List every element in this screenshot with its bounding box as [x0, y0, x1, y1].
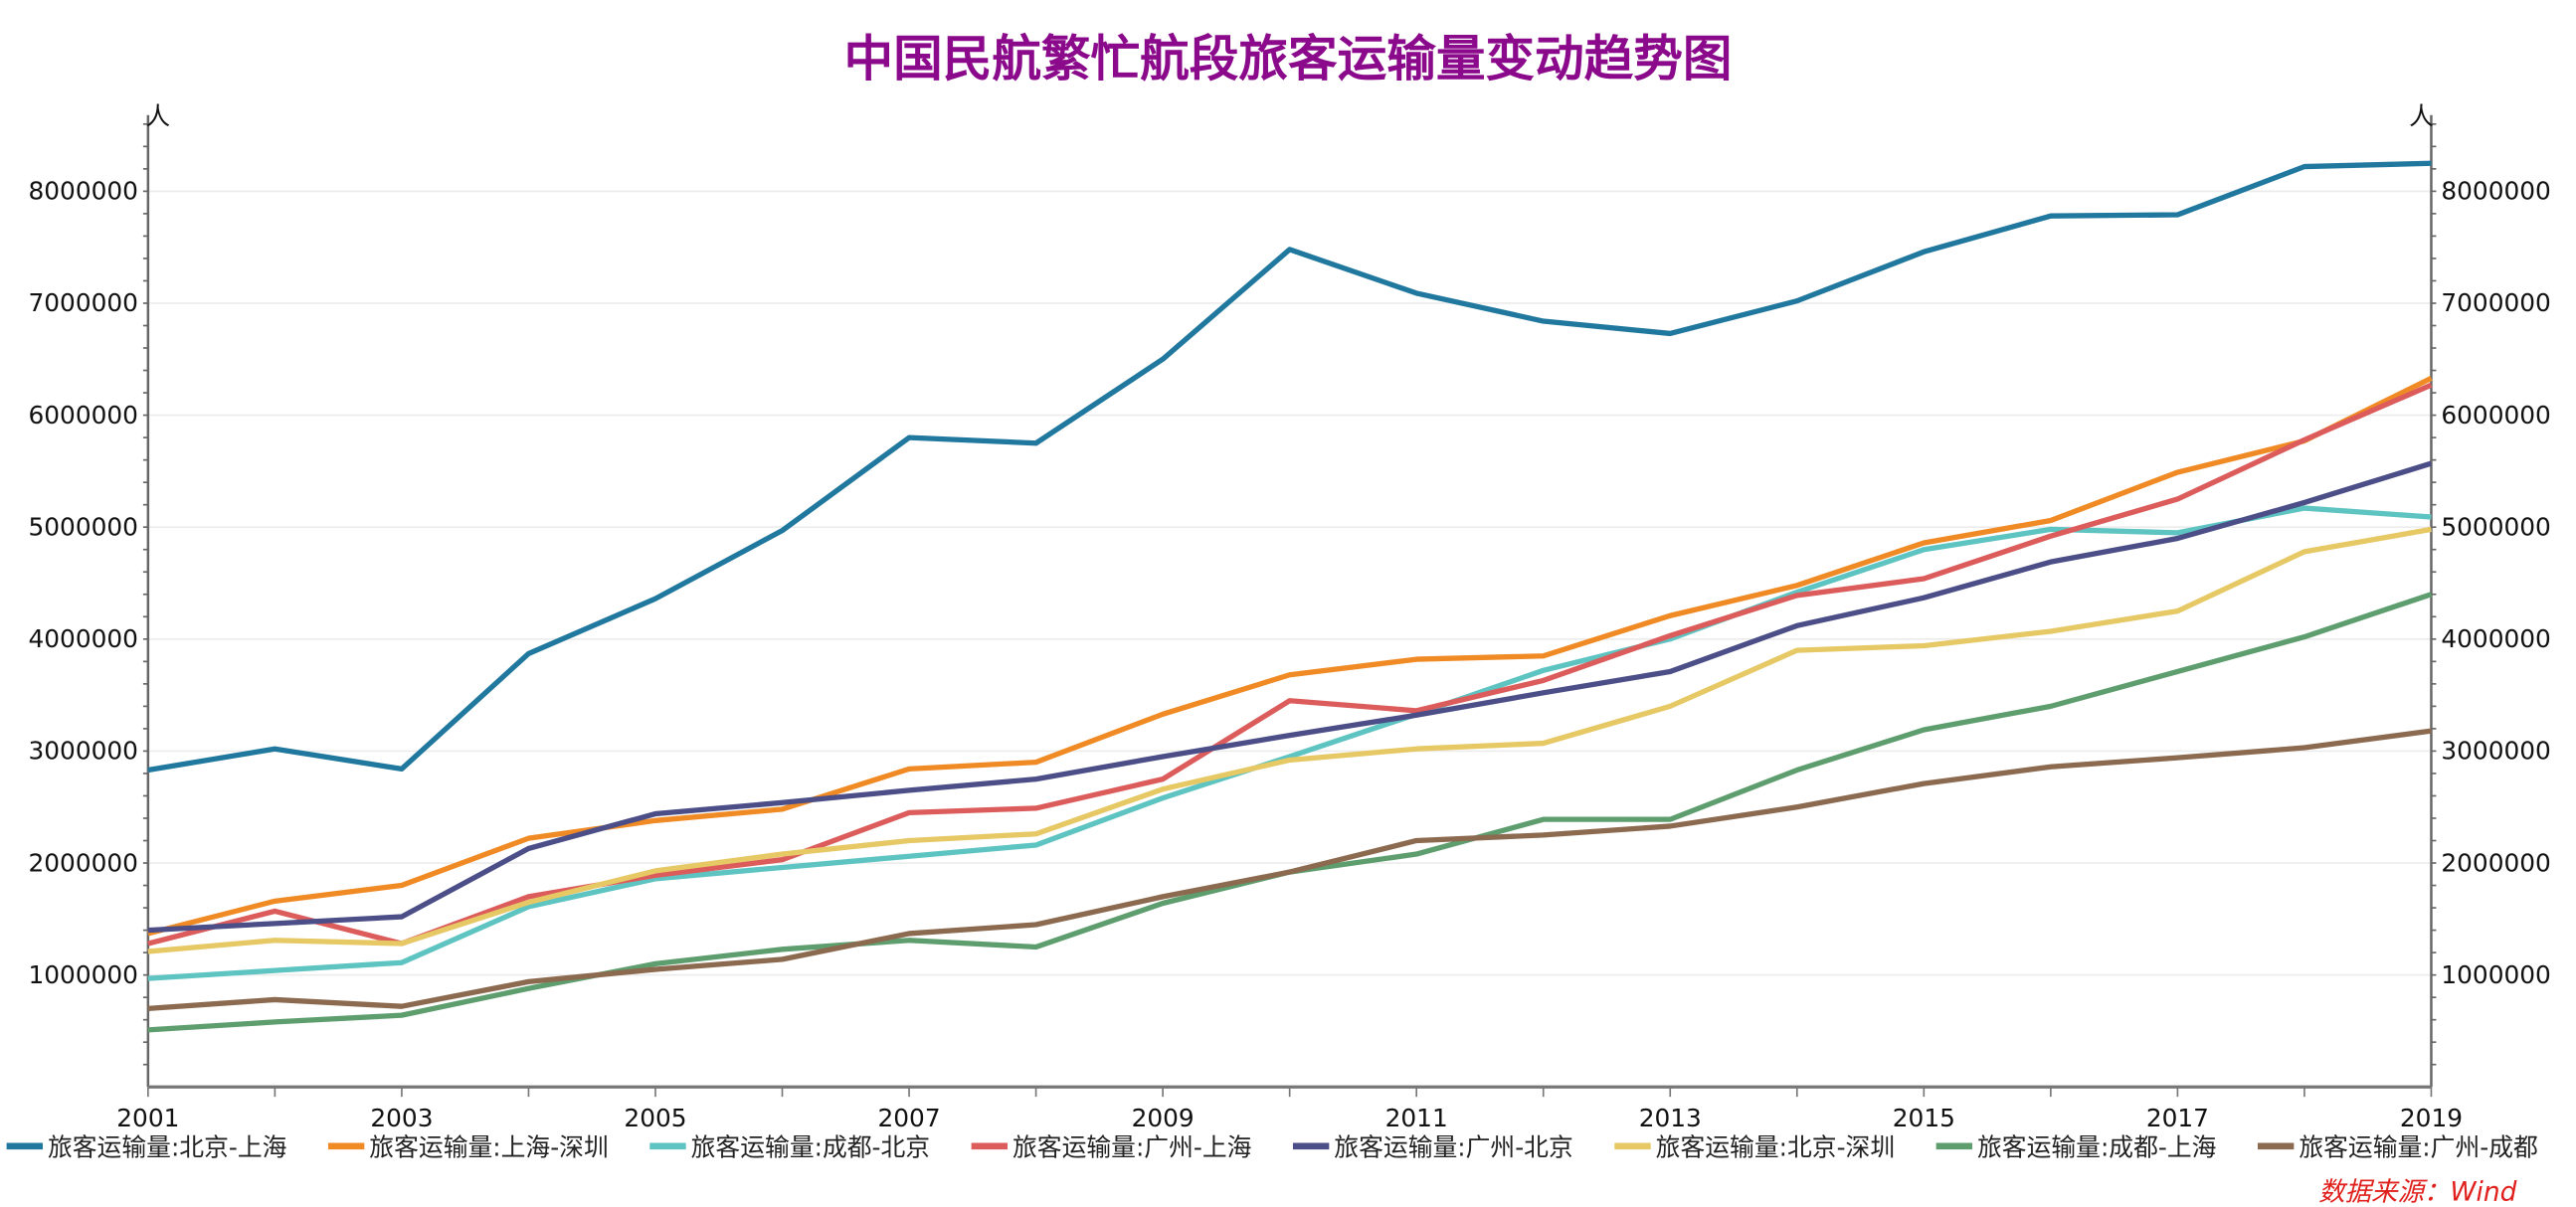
legend-label: 旅客运输量:北京-上海 [48, 1133, 286, 1162]
x-tick-label: 2005 [624, 1104, 686, 1132]
y-tick-label-right: 4000000 [2441, 624, 2550, 653]
y-tick-label-left: 4000000 [28, 624, 137, 653]
legend-item[interactable]: 旅客运输量:成都-北京 [649, 1133, 930, 1162]
series-line-4 [147, 382, 2433, 947]
x-tick-label: 2003 [370, 1104, 433, 1132]
x-tick-label: 2013 [1639, 1104, 1702, 1132]
series-line-5 [147, 460, 2433, 934]
series-line-1 [147, 160, 2432, 774]
series-line-7 [147, 592, 2433, 1033]
legend-label: 旅客运输量:上海-深圳 [369, 1133, 608, 1162]
y-unit-right: 人 [2409, 102, 2434, 131]
series-lines [147, 160, 2433, 1033]
source-note: 数据来源：Wind [2318, 1176, 2517, 1207]
x-tick-label: 2017 [2146, 1104, 2209, 1132]
chart-title: 中国民航繁忙航段旅客运输量变动趋势图 [844, 30, 1733, 87]
y-tick-label-right: 6000000 [2441, 401, 2550, 430]
x-tick-label: 2019 [2400, 1104, 2463, 1132]
legend-item[interactable]: 旅客运输量:广州-北京 [1292, 1133, 1573, 1162]
axes: 1000000 1000000 2000000 2000000 3000000 30000… [28, 102, 2550, 1132]
series-line-3 [147, 505, 2432, 981]
legend-item[interactable]: 旅客运输量:广州-成都 [2257, 1133, 2538, 1162]
series-line-6 [147, 526, 2432, 954]
legend-label: 旅客运输量:广州-成都 [2299, 1133, 2537, 1162]
y-tick-label-right: 8000000 [2441, 177, 2550, 206]
y-tick-label-left: 2000000 [28, 848, 137, 877]
y-tick-label-left: 6000000 [28, 401, 137, 430]
legend-item[interactable]: 旅客运输量:上海-深圳 [327, 1133, 609, 1162]
legend-label: 旅客运输量:成都-北京 [691, 1133, 930, 1162]
y-tick-label-right: 5000000 [2441, 512, 2550, 541]
legend-label: 旅客运输量:广州-上海 [1012, 1133, 1251, 1162]
y-tick-label-left: 5000000 [28, 512, 137, 541]
x-tick-label: 2009 [1132, 1104, 1195, 1132]
legend-label: 旅客运输量:广州-北京 [1334, 1133, 1572, 1162]
y-tick-label-left: 8000000 [28, 177, 137, 206]
gridlines [147, 190, 2432, 976]
x-tick-label: 2007 [877, 1104, 940, 1132]
legend[interactable]: 旅客运输量:北京-上海 旅客运输量:上海-深圳 旅客运输量:成都-北京 旅客运输量:广… [6, 1133, 2538, 1162]
y-tick-label-left: 1000000 [28, 960, 137, 989]
y-tick-label-left: 3000000 [28, 737, 137, 766]
legend-item[interactable]: 旅客运输量:成都-上海 [1935, 1133, 2217, 1162]
legend-item[interactable]: 旅客运输量:广州-上海 [971, 1133, 1252, 1162]
legend-label: 旅客运输量:成都-上海 [1977, 1133, 2216, 1162]
series-line-8 [147, 728, 2432, 1011]
y-unit-left: 人 [145, 102, 170, 131]
y-tick-label-right: 3000000 [2441, 737, 2550, 766]
x-tick-label: 2015 [1893, 1104, 1955, 1132]
legend-item[interactable]: 旅客运输量:北京-深圳 [1614, 1133, 1895, 1162]
y-tick-label-left: 7000000 [28, 288, 137, 317]
legend-label: 旅客运输量:北京-深圳 [1656, 1133, 1895, 1162]
legend-item[interactable]: 旅客运输量:北京-上海 [6, 1133, 287, 1162]
x-tick-label: 2001 [116, 1104, 179, 1132]
y-tick-label-right: 1000000 [2441, 960, 2550, 989]
y-tick-label-right: 2000000 [2441, 848, 2550, 877]
y-tick-label-right: 7000000 [2441, 288, 2550, 317]
x-tick-label: 2011 [1385, 1104, 1448, 1132]
series-line-2 [147, 376, 2433, 937]
